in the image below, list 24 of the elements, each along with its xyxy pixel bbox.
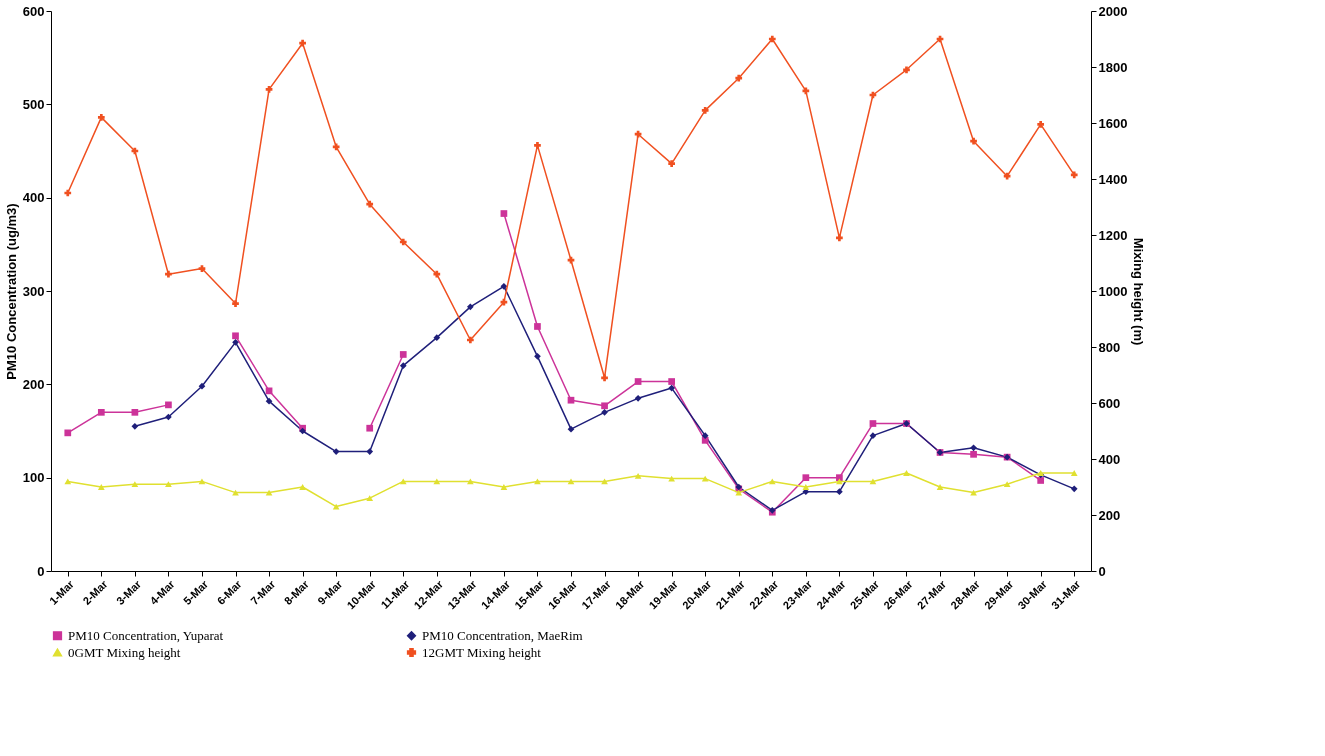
y-axis-title: PM10 Concentration (ug/m3) [3,203,19,380]
y2-tick-label: 200 [1098,507,1121,523]
y2-tick-label: 1400 [1098,171,1128,187]
y2-tick-label: 800 [1098,339,1121,355]
y-tick-label: 200 [22,376,45,392]
y2-tick-label: 0 [1098,563,1106,579]
y2-axis-title: Mixing height (m) [1131,237,1147,346]
y2-tick-label: 1200 [1098,227,1128,243]
y2-tick-label: 1600 [1098,115,1128,131]
y-tick-label: 600 [22,3,45,19]
y2-tick-label: 400 [1098,451,1121,467]
y-tick-label: 500 [22,96,45,112]
legend-label: 12GMT Mixing height [422,644,542,660]
y2-tick-label: 2000 [1098,3,1128,19]
y-tick-label: 300 [22,283,45,299]
legend-label: PM10 Concentration, MaeRim [422,627,583,643]
y2-tick-label: 1800 [1098,59,1128,75]
legend-label: 0GMT Mixing height [68,644,181,660]
y-tick-label: 400 [22,190,45,206]
y2-tick-label: 1000 [1098,283,1128,299]
legend-label: PM10 Concentration, Yuparat [68,627,224,643]
y2-tick-label: 600 [1098,395,1121,411]
y-tick-label: 100 [22,470,45,486]
y-tick-label: 0 [37,563,45,579]
